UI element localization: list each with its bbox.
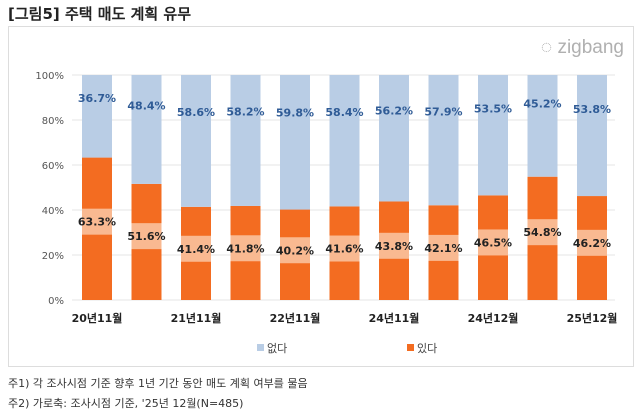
bar-yes-label-band [527, 219, 558, 246]
bar-yes-label-band [428, 234, 459, 261]
x-tick-label: 24년12월 [468, 311, 519, 325]
data-label-no: 59.8% [276, 107, 314, 120]
x-tick-label: 24년11월 [369, 311, 420, 325]
data-label-yes: 40.2% [276, 244, 314, 257]
y-tick-label: 60% [42, 161, 64, 172]
data-label-yes: 43.8% [375, 240, 413, 253]
y-tick-label: 0% [48, 296, 64, 307]
data-label-no: 58.2% [226, 106, 264, 119]
data-label-yes: 41.4% [177, 243, 215, 256]
bar-no [527, 75, 558, 177]
data-label-no: 36.7% [78, 92, 116, 105]
bar-yes-label-band [577, 229, 607, 256]
y-tick-label: 20% [42, 251, 64, 262]
bar-no [230, 75, 261, 206]
x-tick-label: 25년12월 [567, 311, 618, 325]
bar-no [181, 75, 211, 207]
y-tick-label: 40% [42, 206, 64, 217]
data-label-no: 56.2% [375, 104, 413, 117]
note-2: 주2) 가로축: 조사시점 기준, '25년 12월(N=485) [8, 397, 244, 410]
x-tick-label: 21년11월 [171, 311, 222, 325]
bar-no [280, 75, 310, 210]
data-label-no: 45.2% [523, 97, 561, 110]
data-label-no: 53.8% [573, 103, 611, 116]
bar-yes-label-band [82, 208, 112, 235]
bar-no [478, 75, 508, 196]
data-label-no: 57.9% [424, 105, 462, 118]
bar-yes-label-band [181, 235, 211, 262]
note-1: 주1) 각 조사시점 기준 향후 1년 기간 동안 매도 계획 여부를 물음 [8, 377, 308, 390]
data-label-yes: 46.5% [474, 236, 512, 249]
zigbang-logo: ◌ zigbang [540, 37, 624, 58]
bar-no [428, 75, 459, 206]
data-label-yes: 41.6% [325, 243, 363, 256]
data-label-no: 48.4% [127, 99, 165, 112]
legend-swatch-no [257, 344, 264, 351]
data-label-no: 58.6% [177, 106, 215, 119]
x-tick-label: 22년11월 [270, 311, 321, 325]
y-tick-label: 80% [42, 116, 64, 127]
data-label-yes: 63.3% [78, 216, 116, 229]
data-label-yes: 41.8% [226, 242, 264, 255]
bar-no [131, 75, 162, 184]
bar-yes-label-band [329, 235, 360, 262]
data-label-yes: 46.2% [573, 237, 611, 250]
data-label-yes: 51.6% [127, 230, 165, 243]
bar-no [577, 75, 607, 197]
data-label-yes: 42.1% [424, 242, 462, 255]
x-tick-label: 20년11월 [72, 311, 123, 325]
bar-no [379, 75, 409, 202]
bar-no [82, 75, 112, 158]
bar-yes-label-band [230, 235, 261, 262]
bar-yes-label-band [379, 232, 409, 259]
bar-no [329, 75, 360, 207]
data-label-no: 58.4% [325, 106, 363, 119]
bar-yes-label-band [478, 229, 508, 256]
bar-yes-label-band [280, 237, 310, 264]
legend-label-no: 없다 [267, 342, 287, 355]
y-tick-label: 100% [35, 71, 64, 82]
data-label-yes: 54.8% [523, 226, 561, 239]
chart-title: [그림5] 주택 매도 계획 유무 [8, 5, 192, 23]
chart-frame [8, 26, 634, 367]
legend-label-yes: 있다 [417, 342, 437, 355]
legend-swatch-yes [407, 344, 414, 351]
data-label-no: 53.5% [474, 103, 512, 116]
bar-yes-label-band [131, 223, 162, 250]
